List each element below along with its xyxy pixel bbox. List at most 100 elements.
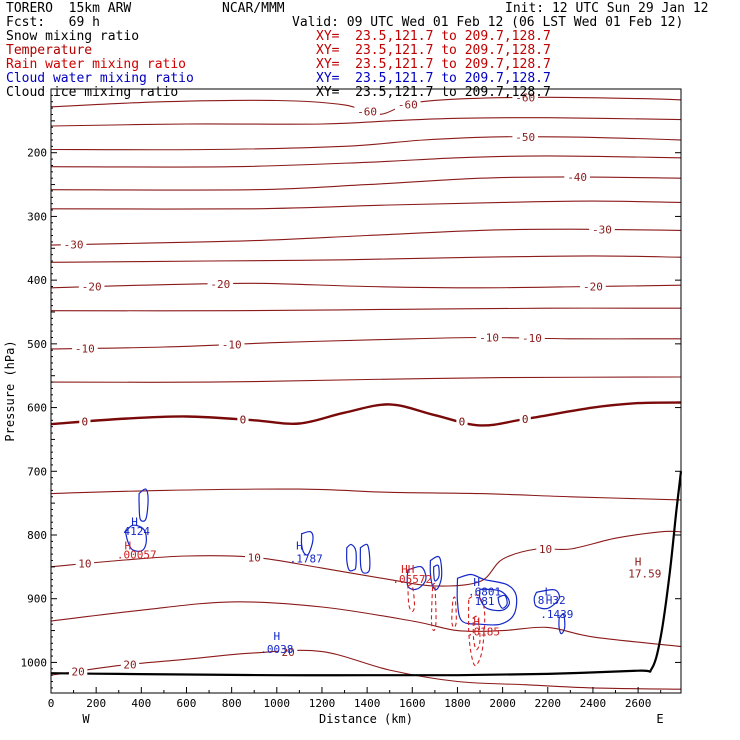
rain-water-contour xyxy=(430,582,437,632)
extremum-marker: H xyxy=(124,540,131,553)
x-tick-label: 0 xyxy=(48,697,55,710)
y-tick-label: 400 xyxy=(27,274,47,287)
cloud-water-contour xyxy=(558,613,566,635)
isotherm-label--20-2: -20 xyxy=(583,281,603,294)
cloud-water-contour xyxy=(300,530,314,556)
temperature-isotherms xyxy=(51,96,681,690)
west-end-label: W xyxy=(82,712,90,726)
isotherm--15 xyxy=(51,307,681,312)
isotherm-label--60-2: -60 xyxy=(398,99,418,112)
extremum-marker: 4124 xyxy=(124,525,151,538)
x-tick-label: 2200 xyxy=(535,697,562,710)
x-tick-label: 1200 xyxy=(309,697,336,710)
isotherm-5 xyxy=(51,488,681,501)
isotherm-label-20-1-bg xyxy=(120,658,140,671)
y-tick-label: 800 xyxy=(27,529,47,542)
x-tick-label: 1400 xyxy=(354,697,381,710)
extremum-marker: H32 xyxy=(546,594,566,607)
extremum-marker: H xyxy=(296,540,303,553)
isotherm-label--50-0-bg xyxy=(512,130,538,143)
isotherm-label--10-1: -10 xyxy=(222,338,242,351)
contour-labels: -60 -60 -60 -50 -40 -30 -30 -20 -20 -20 -10 -10 -10 -… xyxy=(60,91,615,678)
extremum-marker: .05572 xyxy=(392,573,432,586)
x-tick-label: 200 xyxy=(86,697,106,710)
isotherm--55 xyxy=(51,117,681,127)
cloud-water-contour xyxy=(456,573,518,626)
isotherm-label-0-2: 0 xyxy=(459,415,466,428)
x-tick-label: 1000 xyxy=(264,697,291,710)
cloud-water-contour xyxy=(433,564,440,582)
isotherm-label--30-0: -30 xyxy=(64,239,84,252)
y-tick-label: 300 xyxy=(27,210,47,223)
axes: 0 200 400 600 800 1000 1200 1400 1600 1800 2000 220… xyxy=(3,94,681,726)
extremum-marker: L xyxy=(544,586,551,599)
terrain-profile xyxy=(50,471,683,677)
x-tick-label: 2600 xyxy=(625,697,652,710)
extremum-marker: H xyxy=(131,515,138,528)
isotherm--35 xyxy=(51,200,681,210)
extremum-marker: 17.59 xyxy=(628,568,661,581)
valid-time: Valid: 09 UTC Wed 01 Feb 12 (06 LST Wed … xyxy=(292,15,684,30)
isotherm-label--60-0-bg xyxy=(512,91,538,104)
isotherm-label--20-2-bg xyxy=(580,280,606,293)
isotherm-label--40-0: -40 xyxy=(567,171,587,184)
extremum-marker: .00057 xyxy=(117,549,157,562)
y-tick-label: 700 xyxy=(27,465,47,478)
terrain-line xyxy=(50,471,683,677)
x-tick-label: 1800 xyxy=(444,697,471,710)
isotherm-label--50-0: -50 xyxy=(515,131,535,144)
isotherm--50 xyxy=(51,136,681,151)
extremum-marker: 181 xyxy=(475,595,495,608)
init-time: Init: 12 UTC Sun 29 Jan 12 xyxy=(505,1,709,16)
extremum-marker: 8 xyxy=(538,594,545,607)
y-tick-label: 200 xyxy=(27,147,47,160)
isotherm-label-20-2: 20 xyxy=(281,646,294,659)
field-rain: Rain water mixing ratio xyxy=(6,57,187,72)
isotherm-label-10-2: 10 xyxy=(539,543,552,556)
center-name: NCAR/MMM xyxy=(222,1,285,16)
isotherm--30 xyxy=(51,228,681,246)
field-cloud-ice: Cloud ice mixing ratio xyxy=(6,85,179,100)
extremum-marker: .6801 xyxy=(468,586,501,599)
cloud-water-contour xyxy=(359,543,371,574)
isotherm-label--30-1: -30 xyxy=(592,224,612,237)
isotherm-label--10-2-bg xyxy=(476,331,502,344)
isotherm-label--20-0-bg xyxy=(78,280,105,293)
isotherm-label-20-0: 20 xyxy=(71,665,84,678)
model-name: TORERO 15km ARW xyxy=(6,1,132,16)
extremum-marker: H xyxy=(473,576,480,589)
extremum-marker: H xyxy=(473,615,480,628)
isotherm--5 xyxy=(51,376,681,383)
cloud-water-contour xyxy=(533,588,560,610)
cloud-water-contour xyxy=(124,524,147,552)
extremum-marker: HH xyxy=(401,563,414,576)
isotherm--60 xyxy=(51,96,681,116)
field-snow: Snow mixing ratio xyxy=(6,29,140,44)
y-axis-label: Pressure (hPa) xyxy=(3,340,17,441)
isotherm-label--10-1-bg xyxy=(218,338,245,351)
cloud-water-contour xyxy=(406,565,427,591)
xy-cloud-water: XY= 23.5,121.7 to 209.7,128.7 xyxy=(316,71,551,86)
x-tick-label: 600 xyxy=(177,697,197,710)
rain-water-contour xyxy=(468,594,486,667)
isotherm-label-0-0: 0 xyxy=(82,416,89,429)
isotherm-label-20-2-bg xyxy=(278,646,298,659)
isotherm-label--60-1-bg xyxy=(354,105,380,118)
isotherm-label-10-1: 10 xyxy=(248,551,261,564)
isotherm-label-20-1: 20 xyxy=(123,659,136,672)
isotherm-label-10-2-bg xyxy=(536,543,555,556)
x-tick-label: 2400 xyxy=(580,697,607,710)
isotherm-label--30-1-bg xyxy=(589,223,615,236)
xy-rain: XY= 23.5,121.7 to 209.7,128.7 xyxy=(316,57,551,72)
east-end-label: E xyxy=(656,712,663,726)
isotherm-label--30-0-bg xyxy=(60,238,87,251)
isotherm-label-0-1: 0 xyxy=(240,414,247,427)
cloud-water-contour xyxy=(429,555,443,591)
x-tick-label: 400 xyxy=(131,697,151,710)
isotherm-label--60-0: -60 xyxy=(515,92,535,105)
y-tick-label: 1000 xyxy=(21,656,48,669)
isotherm-10 xyxy=(51,530,681,587)
isotherm-20 xyxy=(51,649,681,690)
